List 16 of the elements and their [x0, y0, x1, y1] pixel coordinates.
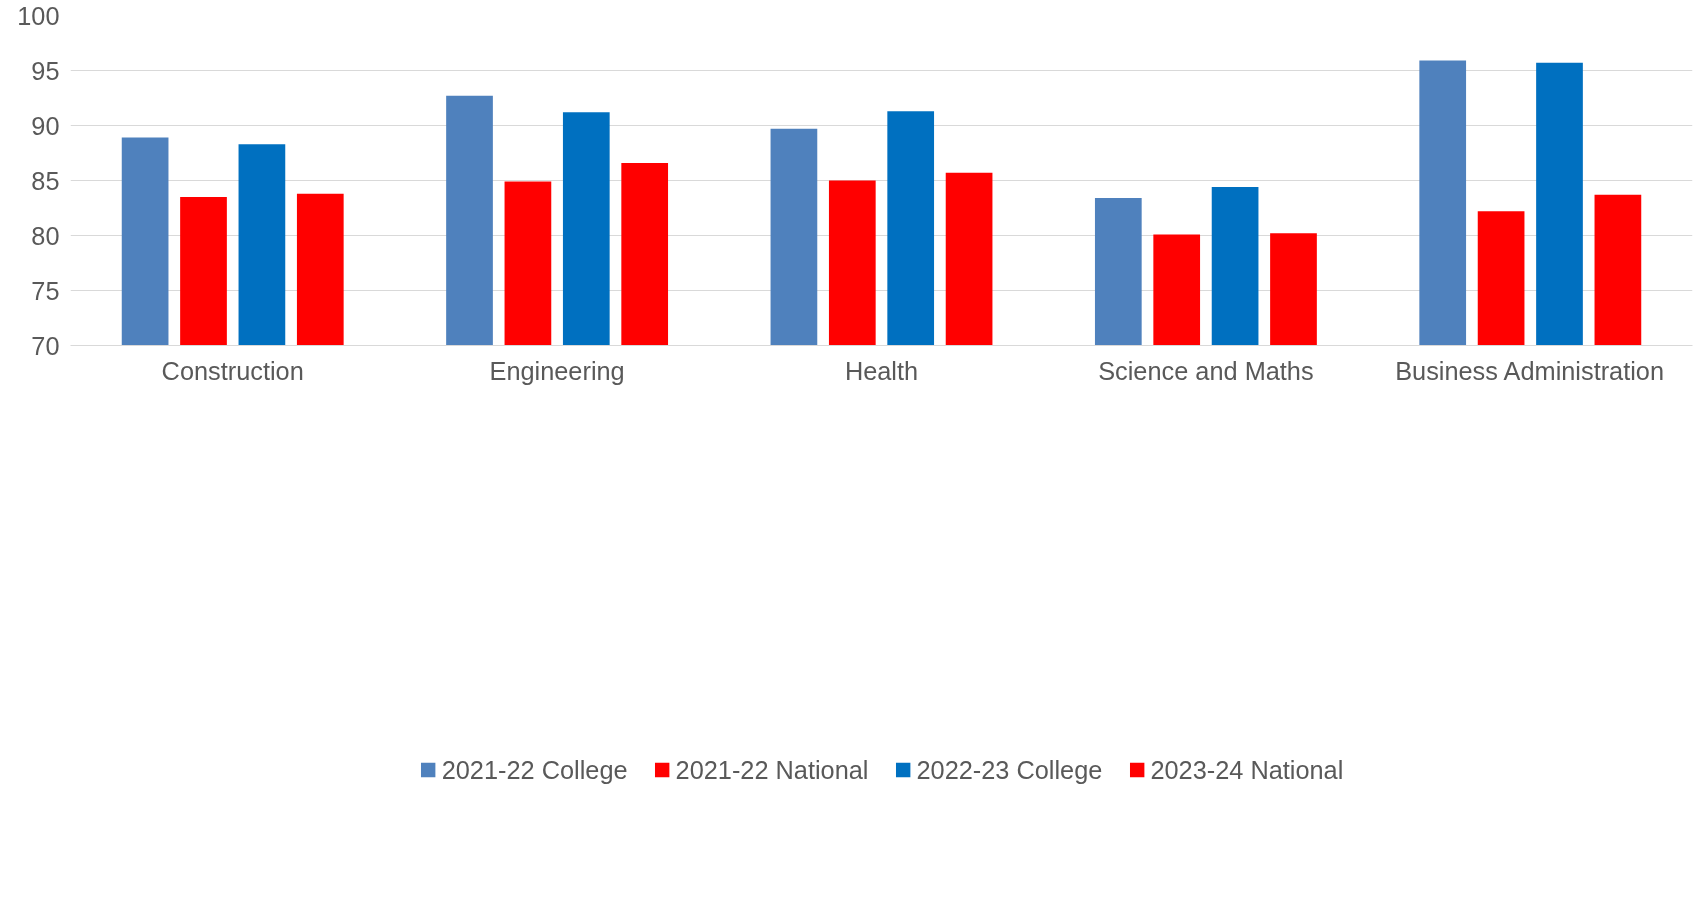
- x-tick-label: Health: [844, 356, 919, 385]
- legend-label: 2023-24 National: [1150, 755, 1344, 785]
- y-tick-label: 90: [31, 111, 60, 140]
- y-tick-label: 80: [31, 221, 60, 250]
- y-tick-label: 75: [31, 276, 60, 305]
- y-tick-label: 70: [31, 331, 60, 360]
- x-tick-label: Engineering: [489, 356, 625, 385]
- y-tick-label: 95: [31, 56, 60, 85]
- legend-label: 2021-22 College: [441, 755, 628, 785]
- x-tick-label: Business Administration: [1395, 356, 1665, 385]
- x-tick-label: Construction: [161, 356, 304, 385]
- legend-label: 2021-22 National: [675, 755, 869, 785]
- y-tick-label: 100: [17, 1, 60, 30]
- x-tick-label: Science and Maths: [1098, 356, 1314, 385]
- legend-label: 2022-23 College: [916, 755, 1103, 785]
- y-tick-label: 85: [31, 166, 60, 195]
